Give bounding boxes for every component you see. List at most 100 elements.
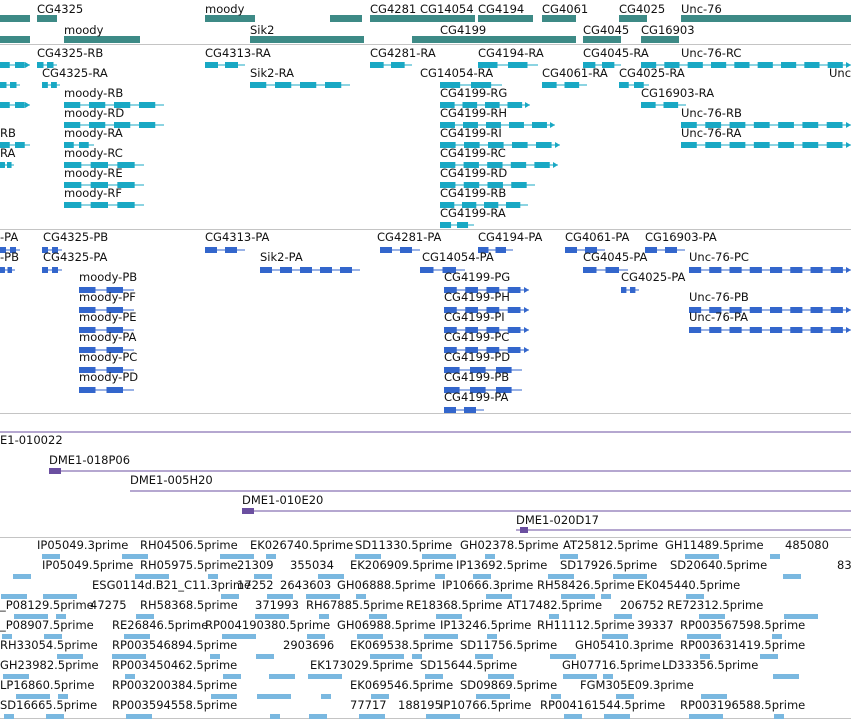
exon-glyph[interactable] xyxy=(681,122,697,128)
transcript-label[interactable]: CG4313-RA xyxy=(205,46,271,60)
protein-label[interactable]: CG4325-PB xyxy=(43,230,109,244)
est-glyph[interactable] xyxy=(255,614,289,619)
exon-glyph[interactable] xyxy=(757,62,773,68)
protein-exon-glyph[interactable] xyxy=(507,307,521,313)
exon-glyph[interactable] xyxy=(705,122,722,128)
protein-label[interactable]: Sik2-PA xyxy=(260,250,303,264)
est-label[interactable]: AT25812.5prime xyxy=(563,538,659,552)
est-glyph[interactable] xyxy=(687,634,721,639)
transcript-label[interactable]: CG4061-RA xyxy=(542,66,608,80)
transcript-label[interactable]: CG4199-RH xyxy=(440,106,507,120)
exon-glyph[interactable] xyxy=(440,162,456,168)
est-label[interactable]: EK206909.5prime xyxy=(350,558,454,572)
protein-exon-glyph[interactable] xyxy=(770,307,783,313)
protein-exon-glyph[interactable] xyxy=(52,267,58,273)
protein-label[interactable]: CG4325-PA xyxy=(43,250,108,264)
exon-glyph[interactable] xyxy=(79,142,89,148)
exon-glyph[interactable] xyxy=(89,122,106,128)
exon-glyph[interactable] xyxy=(440,182,456,188)
protein-exon-glyph[interactable] xyxy=(444,287,457,293)
exon-glyph[interactable] xyxy=(687,62,703,68)
gene-glyph[interactable] xyxy=(37,15,57,22)
protein-exon-glyph[interactable] xyxy=(729,267,742,273)
est-glyph[interactable] xyxy=(355,554,381,559)
protein-exon-glyph[interactable] xyxy=(507,347,521,353)
protein-exon-glyph[interactable] xyxy=(565,247,577,253)
protein-exon-glyph[interactable] xyxy=(709,307,722,313)
transcript-label[interactable]: CG4325-RA xyxy=(42,66,108,80)
clone-glyph[interactable] xyxy=(242,508,254,514)
transcript-label[interactable]: Sik2-RA xyxy=(250,66,295,80)
gene-label[interactable]: Unc-76 xyxy=(681,2,722,16)
protein-exon-glyph[interactable] xyxy=(496,367,512,373)
est-label[interactable]: RH67885.5prime xyxy=(306,598,404,612)
est-glyph[interactable] xyxy=(256,654,274,659)
est-glyph[interactable] xyxy=(436,614,462,619)
est-label[interactable]: SD11330.5prime xyxy=(355,538,453,552)
exon-glyph[interactable] xyxy=(462,202,477,208)
protein-label[interactable]: moody-PE xyxy=(79,310,137,324)
protein-exon-glyph[interactable] xyxy=(605,267,620,273)
protein-label[interactable]: moody-PD xyxy=(79,370,139,384)
protein-label[interactable]: Unc-76-PB xyxy=(689,290,749,304)
est-label[interactable]: EK069546.5prime xyxy=(350,678,454,692)
protein-exon-glyph[interactable] xyxy=(486,347,500,353)
clone-label[interactable]: DME1-005H20 xyxy=(130,473,213,487)
gene-label[interactable]: CG4199 xyxy=(440,23,487,37)
protein-label[interactable]: CG4025-PA xyxy=(621,270,686,284)
est-glyph[interactable] xyxy=(267,594,293,599)
exon-glyph[interactable] xyxy=(15,62,25,68)
exon-glyph[interactable] xyxy=(64,182,82,188)
protein-label[interactable]: moody-PC xyxy=(79,350,138,364)
exon-glyph[interactable] xyxy=(275,82,292,88)
protein-exon-glyph[interactable] xyxy=(729,327,742,333)
est-glyph[interactable] xyxy=(221,594,239,599)
est-glyph[interactable] xyxy=(269,674,295,679)
est-label[interactable]: RP003546894.5prime xyxy=(112,638,238,652)
est-glyph[interactable] xyxy=(425,674,443,679)
protein-exon-glyph[interactable] xyxy=(630,287,636,293)
protein-exon-glyph[interactable] xyxy=(665,247,677,253)
est-glyph[interactable] xyxy=(784,614,818,619)
est-label[interactable]: EK045440.5prime xyxy=(637,578,741,592)
exon-glyph[interactable] xyxy=(778,142,794,148)
gene-glyph[interactable] xyxy=(0,36,30,43)
est-label[interactable]: GH23982.5prime xyxy=(0,658,99,672)
protein-exon-glyph[interactable] xyxy=(79,367,96,373)
protein-exon-glyph[interactable] xyxy=(465,327,478,333)
protein-exon-glyph[interactable] xyxy=(583,267,597,273)
est-glyph[interactable] xyxy=(357,634,383,639)
exon-glyph[interactable] xyxy=(753,142,770,148)
est-glyph[interactable] xyxy=(426,714,460,719)
protein-exon-glyph[interactable] xyxy=(507,287,521,293)
est-glyph[interactable] xyxy=(210,654,220,659)
est-label[interactable]: RP003196588.5prime xyxy=(680,698,806,712)
exon-glyph[interactable] xyxy=(564,82,580,88)
exon-glyph[interactable] xyxy=(507,102,523,108)
est-glyph[interactable] xyxy=(254,574,272,579)
est-glyph[interactable] xyxy=(112,654,146,659)
protein-label[interactable]: CG4199-PA xyxy=(444,390,509,404)
exon-glyph[interactable] xyxy=(509,122,524,128)
est-glyph[interactable] xyxy=(614,614,632,619)
est-glyph[interactable] xyxy=(319,614,329,619)
protein-exon-glyph[interactable] xyxy=(749,327,762,333)
est-label[interactable]: RH33054.5prime xyxy=(0,638,98,652)
protein-exon-glyph[interactable] xyxy=(52,247,58,253)
est-label[interactable]: SD17926.5prime xyxy=(560,558,658,572)
est-glyph[interactable] xyxy=(43,594,77,599)
gene-glyph[interactable] xyxy=(330,15,362,22)
est-glyph[interactable] xyxy=(257,694,291,699)
transcript-label[interactable]: Unc-76-RC xyxy=(681,46,742,60)
protein-exon-glyph[interactable] xyxy=(10,247,16,253)
protein-exon-glyph[interactable] xyxy=(470,367,486,373)
protein-label[interactable]: CG4199-PB xyxy=(444,370,510,384)
est-glyph[interactable] xyxy=(44,634,62,639)
protein-label[interactable]: CG14054-PA xyxy=(422,250,494,264)
est-glyph[interactable] xyxy=(1,594,27,599)
est-glyph[interactable] xyxy=(318,574,344,579)
protein-exon-glyph[interactable] xyxy=(444,347,457,353)
est-label[interactable]: 485080 xyxy=(785,538,829,552)
est-glyph[interactable] xyxy=(57,654,83,659)
